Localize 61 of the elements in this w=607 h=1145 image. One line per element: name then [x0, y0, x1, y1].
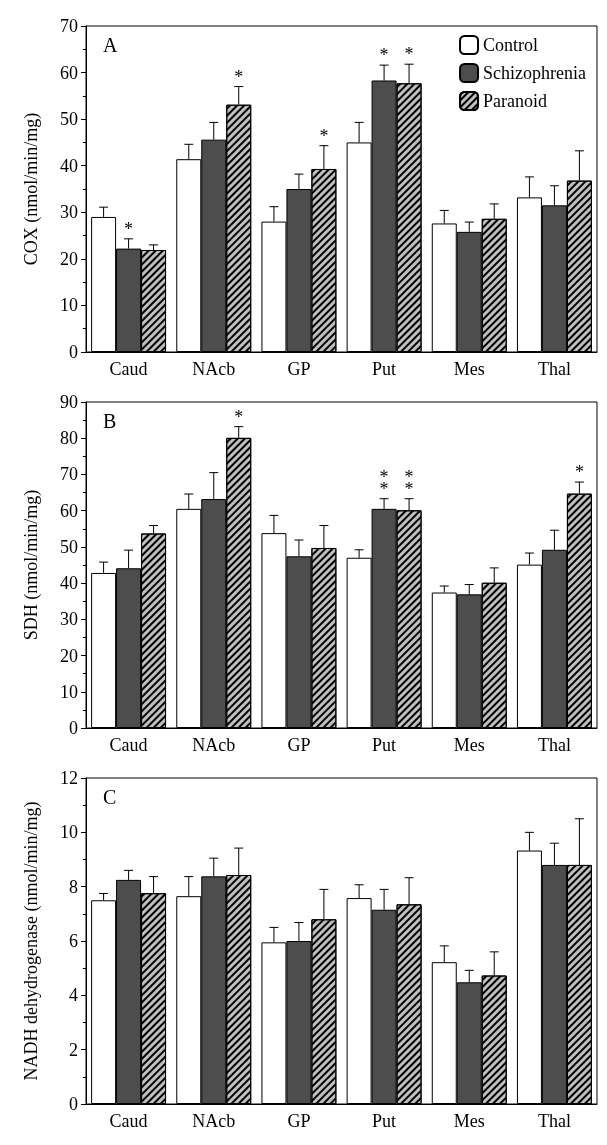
data-label: * [574, 462, 584, 483]
y-tick-label: 4 [69, 985, 78, 1006]
x-tick-label: Thal [537, 1111, 571, 1131]
y-tick-label: 30 [60, 609, 78, 630]
x-tick-label: Mes [453, 1111, 485, 1131]
x-tick-label: Put [372, 735, 397, 755]
legend-label: Schizophrenia [483, 63, 587, 83]
y-tick-label: 20 [60, 248, 78, 269]
y-axis-title: COX (nmol/min/mg) [21, 112, 42, 266]
y-tick-label: 60 [60, 62, 78, 83]
data-label: * [379, 45, 389, 66]
y-tick-label: 6 [69, 931, 78, 951]
y-tick-label: 70 [60, 16, 78, 36]
y-tick-label: 10 [60, 681, 78, 702]
x-tick-label: Put [372, 1111, 397, 1131]
x-tick-label: Thal [537, 359, 571, 379]
x-tick-label: Thal [537, 735, 571, 755]
x-tick-label: Put [372, 359, 397, 379]
x-tick-label: GP [287, 735, 311, 755]
y-tick-label: 80 [60, 428, 78, 449]
y-tick-label: 70 [60, 464, 78, 485]
legend-label: Control [483, 35, 539, 55]
data-label: * * [379, 466, 389, 499]
x-tick-label: Mes [453, 735, 485, 755]
x-tick-label: NAcb [192, 359, 236, 379]
y-tick-label: 10 [60, 295, 78, 316]
chart-title: A [103, 34, 118, 56]
y-tick-label: 20 [60, 645, 78, 666]
data-label: * [234, 406, 244, 427]
data-label: * [234, 66, 244, 87]
x-tick-label: GP [287, 359, 311, 379]
data-label: * [319, 125, 329, 146]
data-label: * * [404, 466, 414, 499]
x-tick-label: Caud [109, 735, 148, 755]
data-label: * [404, 44, 414, 65]
y-tick-label: 2 [69, 1039, 78, 1060]
x-tick-label: NAcb [192, 1111, 236, 1131]
x-tick-label: Caud [109, 1111, 148, 1131]
data-label: * [124, 218, 134, 239]
y-tick-label: 50 [60, 536, 78, 557]
x-tick-label: Caud [109, 359, 148, 379]
y-tick-label: 30 [60, 202, 78, 223]
chart-title: B [103, 410, 117, 432]
y-tick-label: 40 [60, 573, 78, 594]
x-tick-label: Mes [453, 359, 485, 379]
x-tick-label: GP [287, 1111, 311, 1131]
y-tick-label: 50 [60, 109, 78, 130]
chart-title: C [103, 786, 117, 808]
y-tick-label: 0 [69, 342, 78, 362]
y-tick-label: 90 [60, 392, 78, 412]
legend-label: Paranoid [483, 91, 548, 111]
y-tick-label: 60 [60, 500, 78, 521]
y-tick-label: 40 [60, 155, 78, 176]
y-tick-label: 8 [69, 876, 78, 897]
y-axis-title: SDH (nmol/min/mg) [21, 489, 42, 641]
y-tick-label: 12 [60, 768, 78, 788]
y-tick-label: 10 [60, 822, 78, 843]
y-tick-label: 0 [69, 718, 78, 738]
y-axis-title: NADH dehydrogenase (nmol/min/mg) [21, 801, 42, 1081]
y-tick-label: 0 [69, 1094, 78, 1114]
x-tick-label: NAcb [192, 735, 236, 755]
